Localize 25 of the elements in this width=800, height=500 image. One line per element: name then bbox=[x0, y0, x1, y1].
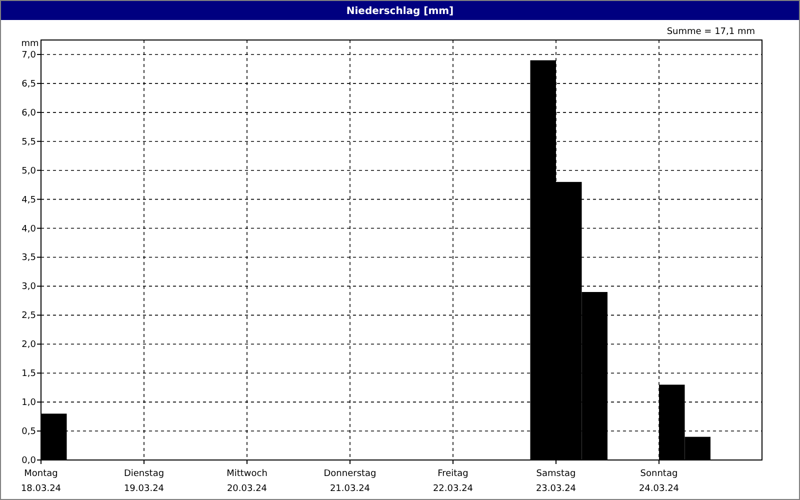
y-tick-label: 0,0 bbox=[22, 456, 36, 466]
x-tick-label: Freitag 22.03.24 bbox=[432, 469, 474, 494]
x-tick-label: Samstag 23.03.24 bbox=[536, 469, 576, 494]
chart-title: Niederschlag [mm] bbox=[346, 6, 454, 17]
y-tick-label: 6,0 bbox=[22, 108, 36, 118]
y-tick-label: 3,5 bbox=[22, 253, 36, 264]
x-tick-label: Sonntag 24.03.24 bbox=[638, 469, 680, 494]
y-tick-label: 6,5 bbox=[22, 79, 36, 90]
y-tick-label: 3,0 bbox=[22, 282, 36, 292]
x-tick-label: Dienstag 19.03.24 bbox=[124, 469, 164, 494]
y-tick-label: 2,0 bbox=[22, 340, 36, 350]
x-tick-label: Mittwoch 20.03.24 bbox=[226, 469, 268, 494]
y-tick-label: 7,0 bbox=[22, 50, 36, 60]
y-tick-label: 5,5 bbox=[22, 137, 36, 148]
text: Summe = 17,1 mm bbox=[666, 27, 755, 37]
y-tick-label: 0,5 bbox=[22, 427, 36, 438]
y-tick-label: 1,5 bbox=[22, 369, 36, 380]
y-tick-label: 1,0 bbox=[22, 398, 36, 408]
y-tick-label: 4,5 bbox=[22, 195, 36, 206]
y-tick-label: 5,0 bbox=[22, 166, 36, 176]
y-tick-label: 2,5 bbox=[22, 311, 36, 322]
y-tick-label: 4,0 bbox=[22, 224, 36, 234]
x-tick-label: Montag 18.03.24 bbox=[20, 469, 62, 494]
x-tick-label: Donnerstag 21.03.24 bbox=[324, 469, 376, 494]
y-axis-title: mm bbox=[21, 39, 39, 49]
